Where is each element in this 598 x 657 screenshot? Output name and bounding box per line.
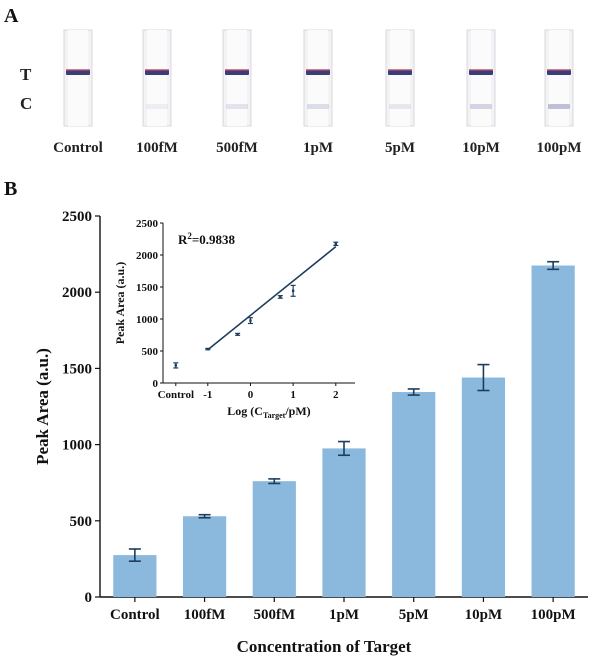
inset-point — [174, 364, 177, 367]
c-line — [307, 104, 329, 109]
bar — [461, 377, 506, 597]
y-tick-label: 2000 — [62, 285, 92, 301]
x-tick-label: 100pM — [531, 607, 576, 623]
t-line — [225, 70, 249, 75]
strip-window — [390, 30, 410, 126]
y-tick-label: 2500 — [62, 209, 92, 225]
strip-label: 1pM — [303, 140, 333, 156]
t-line-edge — [547, 69, 571, 71]
inset-x-tick-label: -1 — [203, 389, 212, 401]
inset-point — [249, 319, 252, 322]
y-tick-label: 0 — [85, 590, 93, 606]
x-tick-label: Control — [110, 607, 160, 623]
test-strip: 100pM — [537, 29, 582, 156]
x-tick-label: 1pM — [329, 607, 359, 623]
bar — [322, 448, 366, 597]
c-line — [389, 104, 411, 109]
inset-x-tick-label: 1 — [290, 389, 296, 401]
inset-y-tick-label: 2500 — [136, 218, 159, 230]
inset-point — [279, 295, 282, 299]
fit-line — [207, 246, 337, 351]
strip-label: 500fM — [216, 140, 258, 156]
test-strip: 10pM — [462, 29, 500, 156]
inset-y-axis-title: Peak Area (a.u.) — [113, 262, 127, 344]
inset-x-tick-label: 2 — [333, 389, 339, 401]
x-tick-label: 5pM — [399, 607, 429, 623]
inset-point — [236, 333, 239, 336]
inset-calibration-chart: 0 500 1000 1500 2000 2500 Control -1 0 1 2 R2=0.983… — [113, 218, 355, 420]
strip-window — [227, 30, 247, 126]
strip-label: 100fM — [136, 140, 178, 156]
test-strips: Control 100fM 500fM 1pM 5pM 10pM 100pM — [53, 29, 582, 156]
strip-label: 10pM — [462, 140, 500, 156]
strip-label: 5pM — [385, 140, 415, 156]
x-tick-label: 100fM — [184, 607, 226, 623]
strip-label: 100pM — [537, 140, 582, 156]
t-line-label: T — [20, 65, 32, 84]
t-line-edge — [145, 69, 169, 71]
t-line — [469, 70, 493, 75]
c-line — [548, 104, 570, 109]
inset-point — [206, 347, 209, 351]
c-line — [226, 104, 248, 109]
inset-y-tick-label: 1500 — [136, 282, 159, 294]
inset-point — [334, 242, 337, 245]
bar — [113, 555, 157, 597]
t-line-edge — [469, 69, 493, 71]
panel-b-label: B — [4, 178, 17, 200]
test-strip: 5pM — [385, 29, 415, 156]
t-line-edge — [225, 69, 249, 71]
r-squared-label: R2=0.9838 — [178, 231, 236, 247]
test-strip: 1pM — [303, 29, 333, 156]
t-line — [145, 70, 169, 75]
inset-y-tick-label: 1000 — [136, 314, 159, 326]
bar — [531, 265, 575, 597]
inset-x-tick-label: Control — [158, 389, 194, 401]
inset-y-tick-label: 500 — [142, 346, 159, 358]
t-line-edge — [306, 69, 330, 71]
y-tick-label: 1500 — [62, 361, 92, 377]
strip-window — [68, 30, 88, 126]
panel-a-label: A — [4, 5, 19, 27]
test-strip: 500fM — [216, 29, 258, 156]
y-tick-label: 500 — [70, 514, 93, 530]
t-line — [66, 70, 90, 75]
bar — [182, 516, 227, 597]
inset-x-tick-label: 0 — [248, 389, 254, 401]
strip-window — [147, 30, 167, 126]
c-line — [146, 104, 168, 109]
y-axis-title: Peak Area (a.u.) — [33, 348, 52, 465]
t-line — [388, 70, 412, 75]
strip-window — [549, 30, 569, 126]
strip-window — [308, 30, 328, 126]
x-tick-label: 10pM — [465, 607, 503, 623]
inset-background — [163, 223, 355, 383]
strip-window — [471, 30, 491, 126]
inset-y-tick-label: 2000 — [136, 250, 159, 262]
x-tick-label: 500fM — [253, 607, 295, 623]
inset-x-axis-title: Log (CTarget/pM) — [227, 404, 310, 420]
bar — [252, 481, 296, 597]
c-line-label: C — [20, 94, 32, 113]
strip-label: Control — [53, 140, 103, 156]
x-axis-title: Concentration of Target — [237, 637, 412, 656]
inset-y-tick-label: 0 — [153, 378, 159, 390]
t-line — [547, 70, 571, 75]
c-line — [470, 104, 492, 109]
t-line-edge — [66, 69, 90, 71]
t-line-edge — [388, 69, 412, 71]
y-tick-label: 1000 — [62, 438, 92, 454]
test-strip: 100fM — [136, 29, 178, 156]
bar — [392, 392, 436, 597]
inset-point — [291, 289, 295, 293]
t-line — [306, 70, 330, 75]
test-strip: Control — [53, 29, 103, 156]
